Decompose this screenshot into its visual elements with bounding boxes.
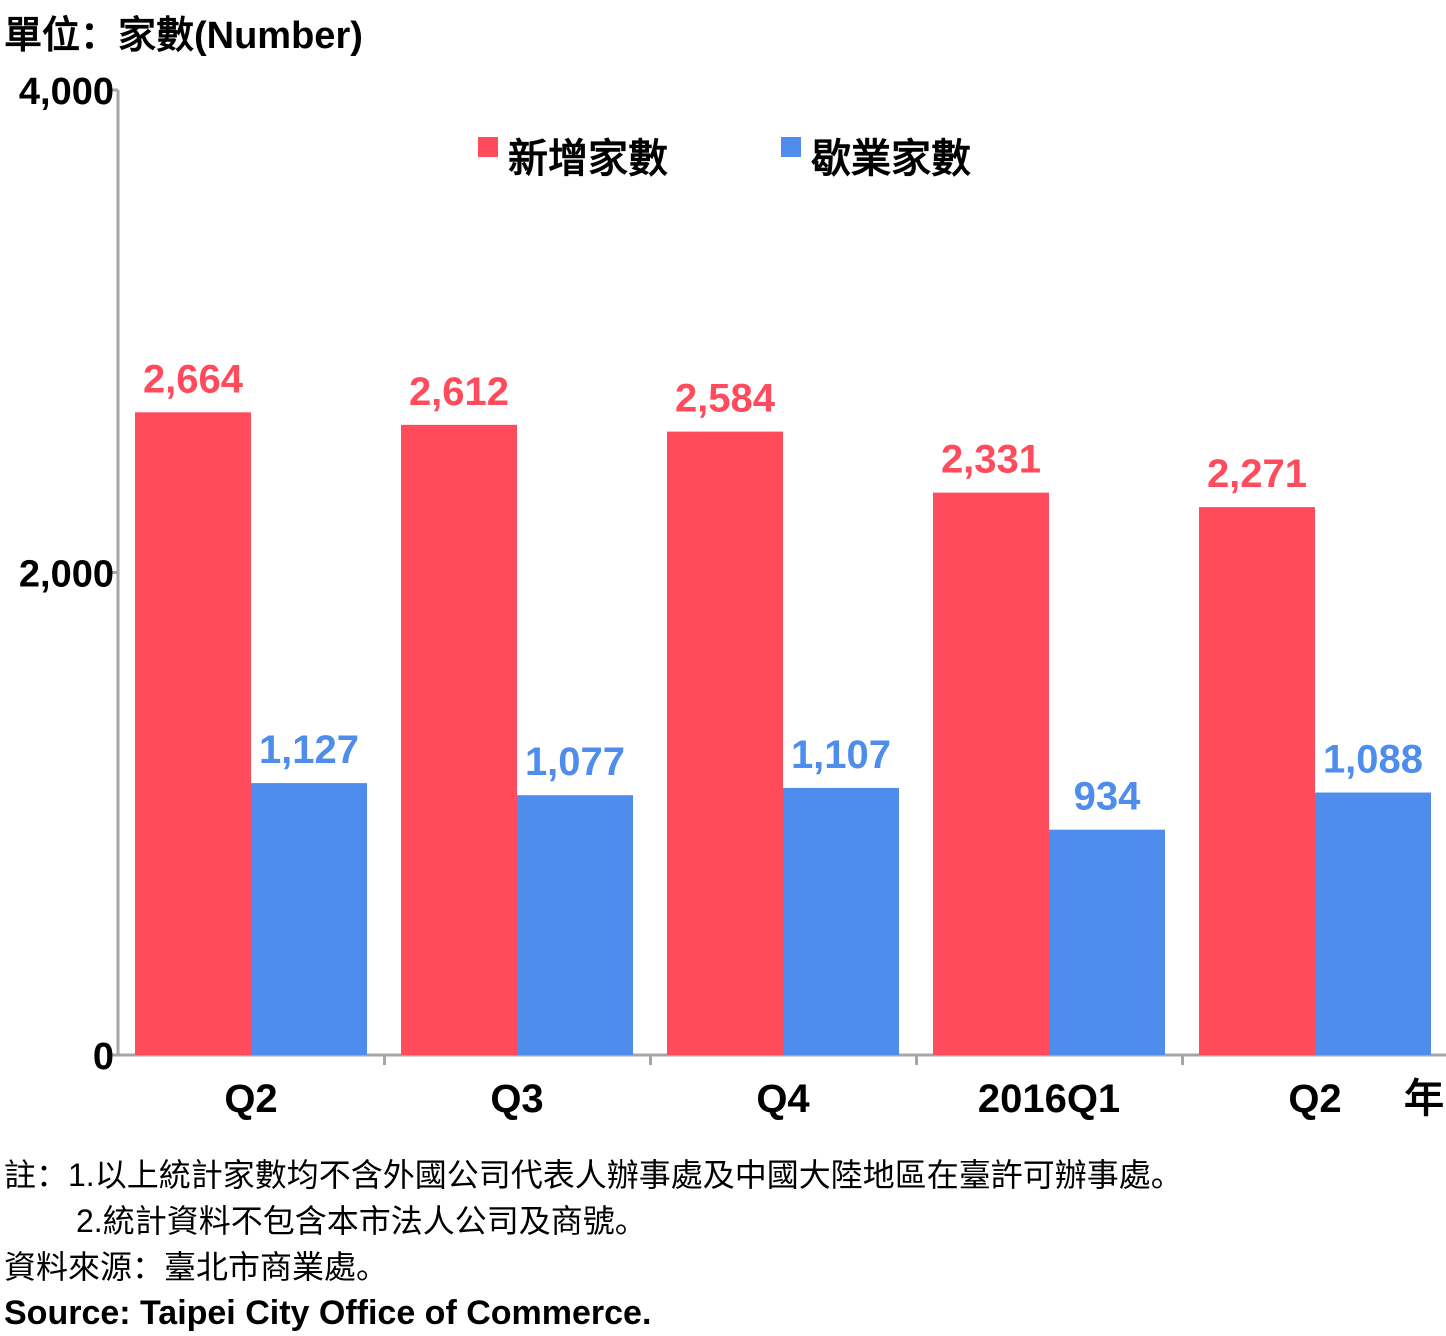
note-1: 註：1.以上統計家數均不含外國公司代表人辦事處及中國大陸地區在臺許可辦事處。 (4, 1157, 1183, 1193)
data-label: 1,088 (1323, 738, 1423, 782)
legend-label: 歇業家數 (811, 137, 971, 181)
data-label: 1,127 (259, 728, 359, 772)
source-en: Source: Taipei City Office of Commerce. (4, 1294, 652, 1332)
x-tick-label: 2016Q1 (978, 1077, 1120, 1121)
bar-closed (517, 795, 633, 1055)
bar-new (933, 492, 1049, 1055)
data-label: 1,077 (525, 740, 625, 784)
source-zh: 資料來源：臺北市商業處。 (4, 1249, 389, 1285)
data-label: 934 (1074, 775, 1141, 819)
note-2: 2.統計資料不包含本市法人公司及商號。 (76, 1203, 647, 1239)
data-label: 2,331 (941, 438, 1041, 482)
legend-swatch (781, 137, 801, 157)
bar-closed (251, 783, 367, 1055)
chart-legend: 新增家數 歇業家數 (478, 137, 971, 181)
data-label: 2,584 (675, 377, 776, 421)
bar-closed (783, 787, 899, 1055)
data-label: 2,664 (143, 357, 244, 401)
legend-swatch (478, 137, 498, 157)
bar-new (401, 424, 517, 1056)
x-tick-label: Q3 (490, 1077, 543, 1121)
x-tick-label: Q2 (1288, 1077, 1341, 1121)
y-tick-label: 0 (93, 1036, 114, 1078)
chart-axes: 0 2,000 4,000 Q2 Q3 Q4 2016Q1 Q2 (19, 71, 1446, 1121)
data-label: 2,612 (409, 370, 509, 414)
data-label: 1,107 (791, 733, 891, 777)
footnotes: 註：1.以上統計家數均不含外國公司代表人辦事處及中國大陸地區在臺許可辦事處。 2… (4, 1152, 1183, 1336)
bar-closed (1049, 829, 1165, 1055)
bar-new (135, 412, 251, 1055)
y-tick-label: 2,000 (19, 554, 114, 596)
bar-chart: 0 2,000 4,000 Q2 Q3 Q4 2016Q1 Q2 2,664 1,127 2,61… (19, 71, 1446, 1121)
unit-label: 單位：家數(Number) (4, 15, 363, 57)
x-tick-label: Q4 (756, 1077, 810, 1121)
data-label: 2,271 (1207, 452, 1307, 496)
chart-data-labels: 2,664 1,127 2,612 1,077 2,584 1,107 2,331 934 2,… (143, 357, 1423, 818)
x-tick-label: Q2 (224, 1077, 277, 1121)
x-unit-label: 年 (1404, 1077, 1444, 1121)
y-tick-label: 4,000 (19, 71, 114, 113)
bar-closed (1315, 792, 1431, 1055)
bar-new (667, 431, 783, 1055)
bar-new (1199, 507, 1315, 1056)
legend-label: 新增家數 (508, 137, 668, 181)
chart-bars (135, 412, 1431, 1056)
